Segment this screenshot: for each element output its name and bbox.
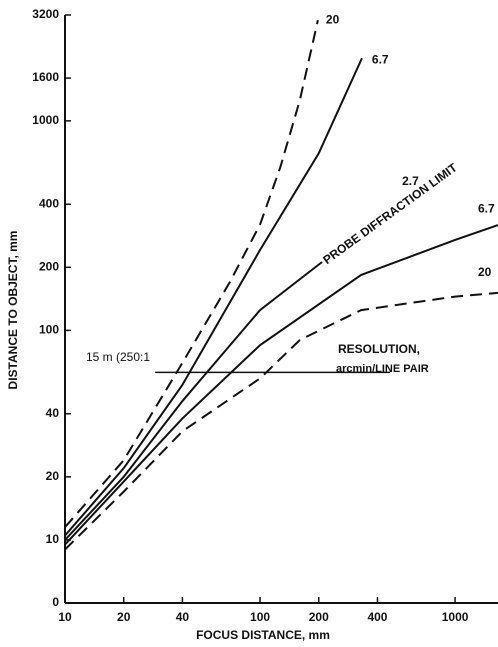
series-line bbox=[64, 291, 498, 551]
annotation: PROBE DIFFRACTION LIMIT bbox=[320, 160, 460, 267]
x-tick-label: 400 bbox=[367, 610, 387, 624]
y-tick-label: 400 bbox=[39, 196, 59, 210]
series-line bbox=[64, 224, 498, 546]
y-tick-label: 3200 bbox=[32, 7, 59, 21]
x-tick-label: 20 bbox=[117, 610, 131, 624]
series-label: 20 bbox=[478, 265, 492, 279]
series-line bbox=[64, 57, 363, 537]
y-tick-label: 1000 bbox=[32, 113, 59, 127]
x-tick-label: 40 bbox=[176, 610, 190, 624]
series-label: 6.7 bbox=[372, 52, 389, 66]
y-tick-label: 0 bbox=[52, 595, 59, 609]
y-tick-label: 200 bbox=[39, 259, 59, 273]
y-tick-label: 10 bbox=[46, 532, 60, 546]
y-tick-label: 100 bbox=[39, 323, 59, 337]
y-tick-label: 40 bbox=[46, 406, 60, 420]
series-label: 20 bbox=[326, 12, 340, 26]
series-label: 2.7 bbox=[402, 174, 419, 188]
annotation: RESOLUTION, bbox=[338, 342, 420, 356]
y-axis-label: DISTANCE TO OBJECT, mm bbox=[6, 231, 20, 390]
series-line bbox=[64, 261, 323, 541]
series-line bbox=[64, 20, 319, 528]
x-tick-label: 10 bbox=[58, 610, 72, 624]
reference-label: 15 m (250:1 bbox=[86, 350, 150, 364]
x-axis-label: FOCUS DISTANCE, mm bbox=[196, 628, 330, 642]
y-tick-label: 20 bbox=[46, 469, 60, 483]
y-tick-label: 1600 bbox=[32, 70, 59, 84]
x-tick-label: 100 bbox=[250, 610, 270, 624]
x-tick-label: 1000 bbox=[442, 610, 469, 624]
series-label: 6.7 bbox=[478, 201, 495, 215]
x-tick-label: 200 bbox=[309, 610, 329, 624]
